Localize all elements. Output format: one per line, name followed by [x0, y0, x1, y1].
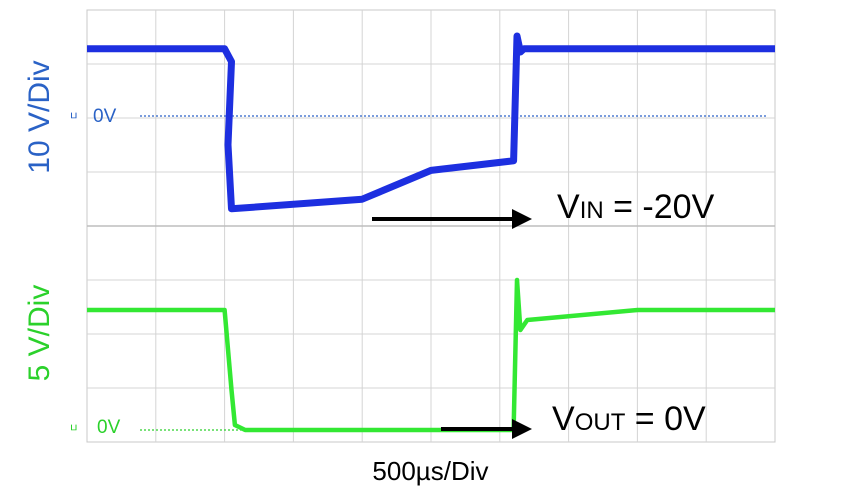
vin-annotation-main: V [557, 188, 580, 226]
grid [87, 10, 775, 442]
vin-annotation: VIN = -20V [557, 188, 714, 227]
vin-annotation-sub: IN [579, 197, 604, 224]
vin-zero-label: 0V [93, 106, 117, 127]
vin-annotation-tail: = -20V [603, 188, 715, 226]
vout-channel-marker-icon: ⊏ [68, 423, 79, 432]
vout-zero-label: 0V [97, 417, 121, 438]
vout-annotation: VOUT = 0V [552, 400, 706, 439]
vin-trace [87, 32, 775, 213]
x-axis-label: 500µs/Div [372, 456, 489, 486]
vin-scale-label: 10 V/Div [23, 60, 56, 174]
vout-arrow [441, 419, 532, 439]
vout-annotation-tail: = 0V [625, 400, 706, 438]
vout-annotation-sub: OUT [574, 409, 626, 436]
vin-channel-marker-icon: ⊏ [68, 111, 79, 120]
vin-arrow [372, 209, 532, 229]
vout-scale-label: 5 V/Div [23, 284, 56, 382]
vout-annotation-main: V [552, 400, 575, 438]
